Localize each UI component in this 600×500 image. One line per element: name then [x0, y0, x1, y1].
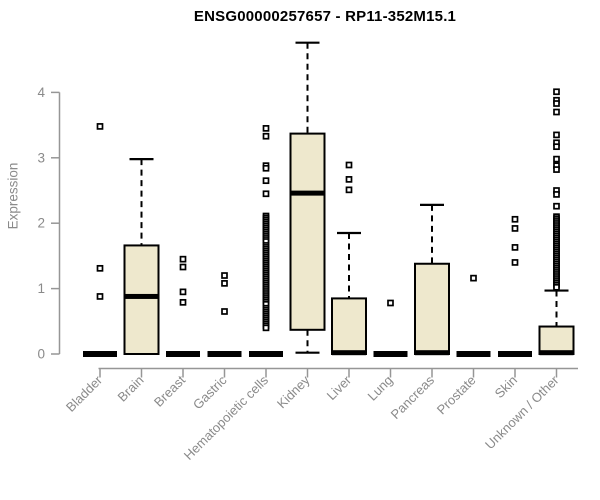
box-kidney: [289, 132, 326, 331]
outlier-point-liver: [345, 176, 353, 183]
collapsed-box-hematopoietic-cells: [249, 351, 283, 357]
outlier-point-hematopoietic-cells: [262, 132, 270, 140]
median-brain: [124, 293, 159, 299]
x-category-label-pancreas: Pancreas: [388, 372, 438, 422]
outlier-point-skin: [511, 225, 519, 232]
outlier-point-liver: [345, 186, 353, 194]
outlier-point-unknown-other: [553, 108, 560, 116]
median-pancreas: [415, 350, 449, 356]
outlier-point-prostate: [470, 274, 477, 282]
collapsed-box-breast: [166, 351, 200, 357]
collapsed-box-skin: [498, 351, 532, 357]
x-category-label-skin: Skin: [492, 373, 520, 401]
outlier-point-unknown-other: [553, 283, 560, 291]
outlier-point-hematopoietic-cells: [262, 190, 270, 198]
y-tick-label: 2: [37, 216, 45, 231]
outlier-point-hematopoietic-cells: [262, 164, 270, 172]
outlier-point-hematopoietic-cells: [262, 125, 270, 132]
collapsed-box-prostate: [456, 351, 491, 357]
x-category-label-bladder: Bladder: [63, 372, 106, 415]
x-category-label-kidney: Kidney: [274, 372, 313, 411]
box-unknown-other: [538, 325, 575, 356]
outlier-point-breast: [179, 263, 187, 271]
y-tick-label: 1: [37, 281, 45, 296]
y-tick-label: 4: [37, 85, 45, 100]
outlier-point-lung: [387, 299, 394, 307]
outlier-point-liver: [345, 161, 353, 169]
x-category-label-liver: Liver: [324, 372, 355, 403]
outlier-point-unknown-other: [553, 166, 560, 173]
collapsed-box-lung: [373, 351, 408, 357]
outlier-point-unknown-other: [553, 191, 560, 198]
y-tick-label: 3: [37, 150, 45, 165]
outlier-point-unknown-other: [553, 88, 560, 96]
chart-title: ENSG00000257657 - RP11-352M15.1: [193, 8, 457, 25]
box-brain: [123, 244, 160, 356]
outlier-point-skin: [511, 215, 519, 223]
outlier-point-unknown-other: [553, 131, 560, 139]
outlier-point-unknown-other: [553, 155, 560, 163]
x-category-label-gastric: Gastric: [190, 372, 230, 412]
x-category-label-unknown-other: Unknown / Other: [482, 372, 562, 452]
median-kidney: [290, 190, 325, 196]
x-category-label-prostate: Prostate: [434, 373, 479, 418]
median-liver: [332, 350, 366, 356]
outlier-point-breast: [179, 255, 187, 263]
collapsed-box-gastric: [207, 351, 242, 357]
median-unknown-other: [539, 350, 574, 356]
outlier-point-hematopoietic-cells: [262, 324, 270, 332]
outlier-point-skin: [511, 259, 519, 266]
x-category-label-breast: Breast: [151, 372, 188, 409]
outlier-point-gastric: [221, 308, 228, 315]
outlier-point-bladder: [96, 264, 104, 272]
y-tick-label: 0: [37, 347, 45, 362]
box-pancreas: [414, 262, 450, 355]
outlier-point-gastric: [221, 280, 228, 287]
outlier-point-hematopoietic-cells: [262, 177, 270, 185]
outlier-point-unknown-other: [553, 100, 560, 107]
outlier-point-unknown-other: [553, 143, 560, 151]
outlier-point-gastric: [221, 272, 228, 279]
outlier-point-breast: [179, 298, 187, 306]
collapsed-box-bladder: [83, 351, 117, 357]
outlier-point-bladder: [96, 293, 104, 300]
outlier-point-breast: [179, 288, 187, 296]
outlier-point-unknown-other: [553, 202, 560, 210]
outlier-point-skin: [511, 244, 519, 251]
outlier-point-bladder: [96, 123, 104, 130]
box-liver: [331, 297, 367, 356]
